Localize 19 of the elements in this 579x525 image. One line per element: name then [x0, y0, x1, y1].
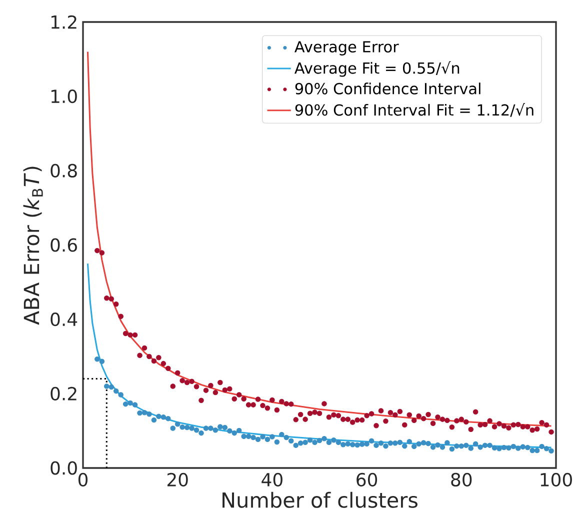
x-tick-label: 100: [540, 472, 572, 486]
y-tick-label: 0.4: [50, 312, 78, 326]
y-tick-label: 0.8: [50, 164, 77, 178]
x-tick-label: 80: [451, 472, 472, 486]
x-tick-label: 20: [167, 472, 188, 486]
y-tick-label: 0.2: [50, 386, 76, 400]
y-tick-label: 0.6: [50, 238, 77, 252]
x-tick-label: 60: [356, 472, 378, 486]
y-tick-label: 1.2: [51, 15, 76, 29]
x-tick-label: 40: [262, 472, 282, 486]
y-tick-label: 1.0: [51, 90, 77, 104]
x-tick-label: 0: [78, 472, 88, 486]
legend-label: Average Error: [294, 41, 399, 56]
y-tick-label: 0.0: [50, 461, 77, 475]
legend-label: 90% Confidence Interval: [295, 82, 480, 94]
y-axis-title: ABA Error (k$_{B}$T): [23, 166, 43, 325]
legend-label: Average Fit = 0.55/√n: [294, 61, 460, 77]
x-axis-title: Number of clusters: [222, 492, 418, 508]
legend-label: 90% Conf Interval Fit = 1.12/√n: [295, 103, 534, 117]
